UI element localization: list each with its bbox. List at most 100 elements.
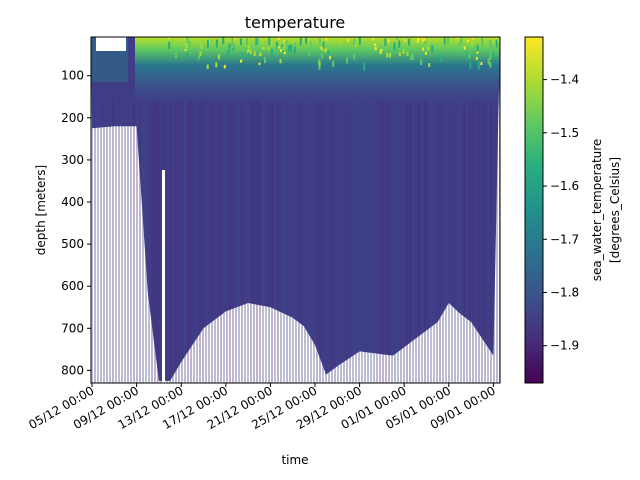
texture-stripe: [478, 100, 480, 383]
surface-speckle: [424, 47, 427, 54]
surface-speckle: [223, 64, 226, 69]
texture-stripe: [214, 100, 216, 383]
surface-speckle: [387, 39, 390, 43]
texture-stripe: [91, 100, 93, 383]
texture-stripe: [391, 100, 393, 383]
surface-speckle: [260, 48, 263, 55]
texture-stripe: [298, 100, 300, 383]
surface-speckle: [421, 38, 424, 42]
texture-stripe: [343, 100, 345, 383]
surface-speckle: [175, 52, 177, 59]
y-tick-label: 400: [61, 195, 84, 209]
texture-stripe: [388, 100, 390, 383]
surface-speckle: [402, 49, 405, 54]
surface-speckle: [253, 51, 256, 56]
data-gap-top: [96, 37, 126, 51]
texture-stripe: [454, 100, 456, 383]
texture-stripe: [142, 100, 144, 383]
surface-speckle: [292, 39, 295, 44]
texture-stripe: [286, 100, 288, 383]
surface-speckle: [469, 61, 472, 69]
texture-stripe: [205, 100, 207, 383]
surface-speckle: [363, 63, 366, 71]
texture-stripe: [496, 100, 498, 383]
surface-speckle: [247, 50, 250, 53]
surface-speckle: [422, 47, 424, 51]
surface-speckle: [233, 37, 236, 40]
surface-speckle: [228, 43, 231, 52]
surface-speckle: [471, 37, 474, 40]
texture-stripe: [169, 100, 171, 383]
texture-stripe: [277, 100, 279, 383]
texture-stripe: [493, 100, 495, 383]
texture-stripe: [367, 100, 369, 383]
surface-speckle: [176, 47, 179, 53]
colorbar-tick-label: −1.5: [550, 126, 579, 140]
surface-speckle: [373, 43, 376, 47]
colorbar-tick-label: −1.4: [550, 73, 579, 87]
surface-speckle: [458, 41, 461, 47]
texture-stripe: [274, 100, 276, 383]
texture-stripe: [235, 100, 237, 383]
surface-speckle: [184, 48, 187, 51]
texture-stripe: [370, 100, 372, 383]
surface-speckle: [332, 60, 335, 67]
surface-speckle: [305, 37, 307, 44]
texture-stripe: [352, 100, 354, 383]
y-axis-label: depth [meters]: [34, 165, 48, 255]
surface-speckle: [481, 40, 484, 46]
surface-speckle: [489, 62, 492, 68]
texture-stripe: [100, 100, 102, 383]
texture-stripe: [292, 100, 294, 383]
colorbar-label-line1: sea_water_temperature: [590, 139, 604, 282]
surface-speckle: [410, 54, 413, 61]
texture-stripe: [196, 100, 198, 383]
surface-speckle: [476, 44, 479, 52]
surface-speckle: [477, 61, 480, 69]
y-tick-label: 300: [61, 153, 84, 167]
surface-speckle: [320, 46, 323, 50]
surface-speckle: [322, 41, 325, 49]
surface-speckle: [318, 61, 321, 66]
surface-speckle: [208, 40, 211, 43]
surface-speckle: [495, 39, 498, 48]
texture-stripe: [490, 100, 492, 383]
surface-speckle: [426, 46, 429, 51]
texture-stripe: [112, 100, 114, 383]
surface-speckle: [168, 41, 171, 49]
texture-stripe: [202, 100, 204, 383]
texture-stripe: [220, 100, 222, 383]
surface-speckle: [423, 37, 426, 41]
surface-speckle: [299, 37, 302, 46]
texture-stripe: [403, 100, 405, 383]
texture-stripe: [334, 100, 336, 383]
texture-stripe: [412, 100, 414, 383]
surface-speckle: [398, 40, 401, 48]
texture-stripe: [139, 100, 141, 383]
surface-speckle: [271, 48, 273, 57]
surface-speckle: [441, 37, 443, 42]
texture-stripe: [199, 100, 201, 383]
surface-speckle: [417, 37, 420, 41]
texture-stripe: [337, 100, 339, 383]
surface-speckle: [463, 46, 466, 50]
surface-speckle: [386, 52, 389, 58]
surface-speckle: [240, 59, 243, 63]
texture-stripe: [157, 100, 159, 383]
surface-speckle: [318, 38, 321, 44]
texture-stripe: [481, 100, 483, 383]
surface-speckle: [264, 37, 267, 41]
texture-stripe: [463, 100, 465, 383]
texture-stripe: [217, 100, 219, 383]
surface-speckle: [207, 39, 209, 48]
texture-stripe: [193, 100, 195, 383]
surface-speckle: [447, 37, 450, 44]
texture-stripe: [223, 100, 225, 383]
surface-speckle: [353, 53, 356, 60]
surface-speckle: [411, 53, 414, 60]
surface-speckles: [168, 37, 500, 71]
texture-stripe: [166, 100, 168, 383]
texture-stripe: [265, 100, 267, 383]
texture-stripe: [172, 100, 174, 383]
surface-speckle: [309, 41, 312, 49]
